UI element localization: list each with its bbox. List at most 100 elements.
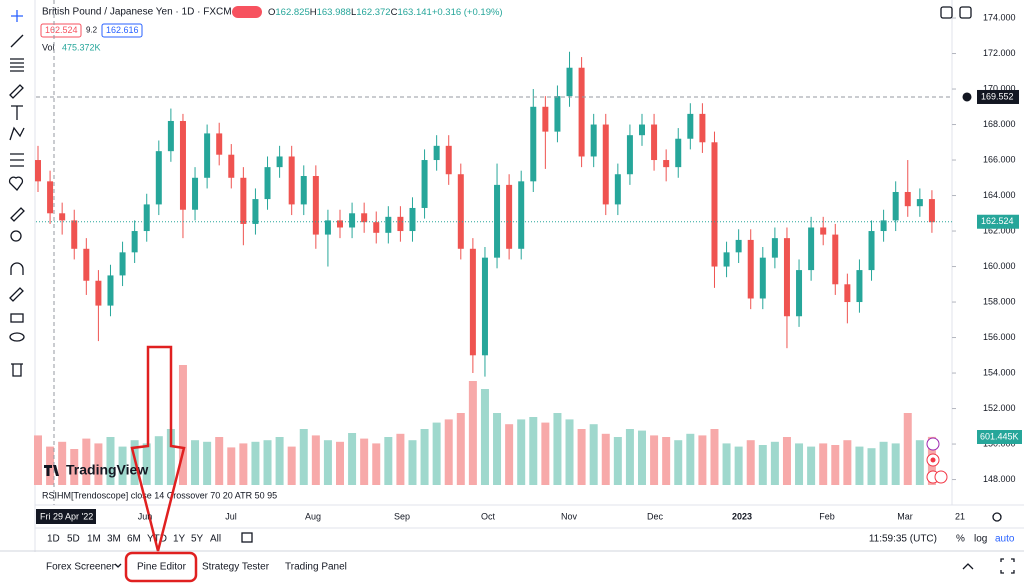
candle-body — [590, 124, 597, 157]
timeframe-button[interactable]: YTD — [147, 534, 167, 545]
x-tick-label: Sep — [394, 511, 410, 521]
volume-bar — [444, 419, 453, 485]
timeframe-button[interactable]: 1M — [87, 534, 101, 545]
maximize-panel[interactable] — [1000, 558, 1015, 574]
timeframe-button[interactable]: 1Y — [173, 534, 186, 545]
candle-body — [131, 231, 138, 253]
timeframe-button[interactable]: 3M — [107, 534, 121, 545]
candle-body — [47, 181, 54, 214]
y-tick-label: 148.000 — [983, 474, 1016, 484]
volume-bar — [915, 440, 924, 485]
sell-button[interactable] — [40, 23, 82, 38]
volume-bar — [396, 433, 405, 485]
ohlc-value: 163.988 — [317, 7, 351, 18]
volume-bar — [577, 429, 586, 485]
x-tick-label: 21 — [955, 511, 965, 521]
volume-bar — [589, 424, 598, 485]
y-tick-label: 174.000 — [983, 12, 1016, 22]
icon-tool[interactable] — [8, 176, 24, 192]
remove-tool[interactable] — [11, 363, 23, 377]
buy-button[interactable] — [101, 23, 143, 38]
candle-body — [711, 142, 718, 267]
volume-tag-label: 601.445K — [980, 431, 1019, 441]
volume-bar — [360, 438, 369, 485]
timeframe-button[interactable]: 5Y — [191, 534, 204, 545]
auto-toggle[interactable]: auto — [995, 534, 1015, 545]
candle-body — [494, 184, 501, 258]
bottom-tabs: Forex Screener Pine Editor Strategy Tester… — [46, 562, 347, 573]
volume-bar — [263, 440, 272, 485]
timeframe-button[interactable]: 1D — [47, 534, 60, 545]
timeframe-button[interactable]: 5D — [67, 534, 80, 545]
volume-bar — [879, 441, 888, 485]
trend-line-tool[interactable] — [10, 34, 24, 48]
zoom-tool[interactable] — [10, 230, 22, 242]
volume-bar — [662, 437, 671, 485]
crosshair-price-tag — [977, 89, 1019, 104]
volume-bar — [215, 437, 224, 485]
candle-body — [856, 270, 863, 303]
volume-bar — [638, 430, 646, 485]
volume-bar — [758, 445, 767, 485]
candle-body — [288, 156, 295, 205]
settings-icon[interactable] — [992, 512, 1002, 522]
pattern-tool[interactable] — [9, 126, 25, 141]
annotation-arrow — [130, 345, 186, 552]
alert-icon[interactable] — [926, 437, 940, 451]
volume-bar — [420, 429, 429, 485]
volume-bar — [154, 436, 163, 485]
collapse-panel[interactable] — [962, 563, 974, 570]
last-price-tag — [977, 214, 1019, 229]
volume-bar — [468, 381, 477, 485]
text-tool[interactable] — [11, 105, 23, 120]
y-tick-label: 156.000 — [983, 332, 1016, 342]
panel-tab[interactable]: Forex Screener — [46, 562, 116, 573]
volume-bar — [106, 437, 115, 485]
brush-tool[interactable] — [9, 84, 24, 99]
scroll-icon[interactable] — [940, 6, 953, 19]
candle-body — [349, 213, 356, 228]
candle-body — [783, 238, 790, 317]
crosshair-tool[interactable] — [11, 10, 23, 22]
volume-bar — [432, 422, 441, 485]
candle-body — [95, 280, 102, 306]
volume-bar — [118, 446, 127, 485]
indicator-legend: RSIHM[Trendoscope] close 14 Crossover 70… — [42, 490, 277, 500]
lock-tool[interactable] — [10, 313, 24, 323]
timeframe-button[interactable]: 6M — [127, 534, 141, 545]
candle-body — [928, 199, 935, 223]
percent-toggle[interactable]: % — [956, 534, 965, 545]
ohlc-key: C — [391, 7, 398, 18]
fib-tool[interactable] — [10, 58, 24, 72]
volume-bar — [480, 389, 489, 485]
volume-bar — [710, 429, 719, 485]
prediction-tool[interactable] — [10, 153, 24, 167]
candle-body — [240, 177, 247, 224]
volume-bar — [891, 443, 900, 485]
panel-tab[interactable]: Strategy Tester — [202, 562, 270, 573]
event-icon[interactable] — [934, 470, 948, 484]
panel-tab[interactable]: Pine Editor — [137, 562, 187, 573]
maximize-icon[interactable] — [959, 6, 972, 19]
tab-dropdown[interactable] — [114, 563, 122, 568]
y-tick-label: 158.000 — [983, 296, 1016, 306]
market-status[interactable] — [232, 6, 262, 18]
timeframe-button[interactable]: All — [210, 534, 221, 545]
lock-drawing-tool[interactable] — [9, 287, 24, 302]
timeframe-bar: 1D 5D 1M 3M 6M YTD 1Y 5Y All — [47, 534, 221, 545]
last-price: 162.524 — [981, 216, 1014, 226]
volume-bar — [698, 435, 707, 485]
panel-tab[interactable]: Trading Panel — [285, 562, 347, 573]
candle-body — [324, 220, 331, 235]
volume-bar — [807, 446, 816, 485]
candle-body — [433, 145, 440, 161]
log-toggle[interactable]: log — [974, 534, 987, 545]
volume-bar — [855, 446, 864, 485]
magnet-tool[interactable] — [10, 262, 24, 275]
add-alert-button[interactable] — [961, 91, 973, 103]
candle-body — [518, 181, 525, 249]
measure-tool[interactable] — [10, 207, 25, 222]
date-range-icon[interactable] — [241, 532, 253, 543]
y-tick-label: 160.000 — [983, 261, 1016, 271]
visibility-tool[interactable] — [9, 332, 25, 342]
